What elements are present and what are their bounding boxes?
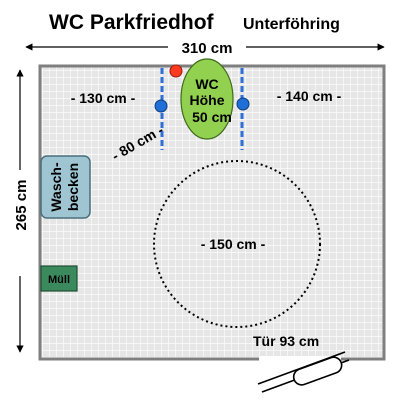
door[interactable]: [257, 351, 350, 393]
door-opening: [259, 356, 341, 363]
waste-bin-label: Müll: [48, 274, 70, 286]
door-handle[interactable]: [291, 355, 343, 387]
wash-basin-label-line2: becken: [65, 163, 81, 211]
height-label: 265 cm: [13, 180, 30, 231]
turning-circle: [153, 160, 321, 328]
turning-circle-label: - 150 cm -: [201, 236, 266, 252]
right-distance-label: - 140 cm -: [277, 88, 342, 104]
left-distance-label: - 130 cm -: [71, 90, 136, 106]
emergency-alarm-button[interactable]: [169, 64, 183, 78]
waste-bin[interactable]: [40, 265, 78, 292]
title-sub: Unterföhring: [243, 16, 340, 33]
wc-label-line2: Höhe: [190, 92, 225, 108]
width-label: 310 cm: [182, 40, 233, 57]
wash-basin-label-line1: Wasch-: [48, 162, 64, 212]
wc-toilet[interactable]: [180, 58, 234, 140]
grab-bar-left-handle[interactable]: [154, 99, 168, 113]
grab-bar-right-handle[interactable]: [236, 97, 250, 111]
title-main: WC Parkfriedhof: [49, 11, 215, 34]
door-label: Tür 93 cm: [253, 333, 319, 349]
wc-label-line3: 50 cm: [192, 109, 232, 125]
wash-basin[interactable]: [40, 155, 91, 219]
wc-label-line1: WC: [195, 76, 218, 92]
